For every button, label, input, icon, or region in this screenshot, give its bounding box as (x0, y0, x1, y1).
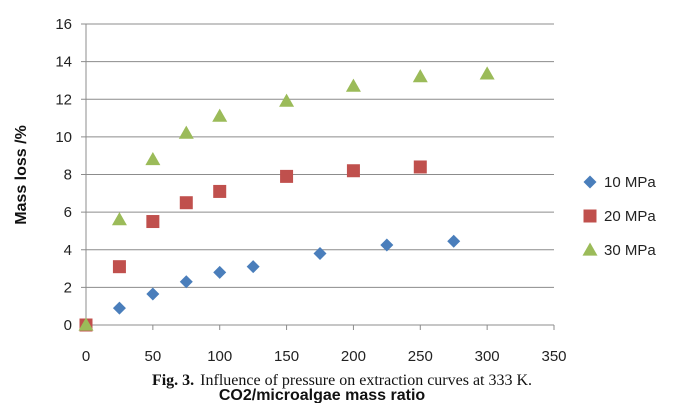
x-tick-label: 150 (274, 348, 299, 365)
x-tick-label: 50 (145, 348, 162, 365)
x-tick-label: 100 (207, 348, 232, 365)
y-tick-label: 8 (64, 167, 72, 184)
data-point (179, 275, 193, 289)
x-tick-label: 350 (541, 348, 566, 365)
y-tick-label: 6 (64, 204, 72, 221)
y-tick-label: 16 (55, 16, 72, 33)
data-point (146, 287, 160, 301)
legend: 10 MPa 20 MPa 30 MPa (582, 174, 656, 259)
data-point (412, 69, 428, 83)
y-tick-label: 10 (55, 129, 72, 146)
legend-label: 30 MPa (604, 242, 656, 259)
y-tick-label: 14 (55, 54, 72, 71)
data-point (178, 125, 194, 139)
data-point (78, 317, 94, 331)
data-point (280, 169, 294, 183)
data-point (145, 151, 161, 166)
series-10-mpa (79, 234, 461, 332)
y-axis-title: Mass loss /% (13, 125, 30, 225)
data-point (213, 265, 227, 279)
data-point (346, 164, 360, 178)
data-point (111, 212, 127, 226)
x-axis-title: CO2/microalgae mass ratio (219, 387, 426, 403)
y-tick-label: 2 (64, 279, 72, 296)
series-20-mpa (79, 160, 427, 332)
legend-marker (583, 175, 597, 189)
data-point (313, 247, 327, 261)
data-point (246, 260, 260, 274)
data-point (112, 301, 126, 315)
data-point (345, 78, 361, 92)
data-point (146, 215, 160, 229)
data-point (179, 196, 193, 210)
y-tick-label: 12 (55, 91, 72, 108)
legend-marker (582, 242, 598, 256)
legend-marker (583, 209, 597, 223)
data-point (380, 238, 394, 252)
caption-text: Influence of pressure on extraction curv… (200, 372, 533, 389)
data-points (78, 66, 495, 332)
x-tick-label: 0 (82, 348, 90, 365)
series-30-mpa (78, 66, 495, 331)
legend-label: 20 MPa (604, 208, 656, 225)
x-tick-label: 250 (408, 348, 433, 365)
data-point (213, 184, 227, 198)
legend-label: 10 MPa (604, 174, 656, 191)
x-axis-ticks: 0 50 100 150 200 250 300 350 (82, 325, 567, 365)
data-point (413, 160, 427, 174)
y-axis-ticks: 0 2 4 6 8 10 12 14 16 (55, 16, 86, 334)
figure-label: Fig. 3. (151, 372, 195, 389)
figure-caption: Fig. 3. Influence of pressure on extracti… (0, 372, 684, 390)
gridlines (86, 23, 554, 288)
x-tick-label: 200 (341, 348, 366, 365)
y-tick-label: 4 (64, 242, 72, 259)
y-tick-label: 0 (64, 317, 72, 334)
x-tick-label: 300 (475, 348, 500, 365)
data-point (447, 234, 461, 248)
data-point (279, 93, 295, 107)
data-point (112, 260, 126, 274)
data-point (479, 66, 495, 80)
data-point (212, 108, 228, 122)
